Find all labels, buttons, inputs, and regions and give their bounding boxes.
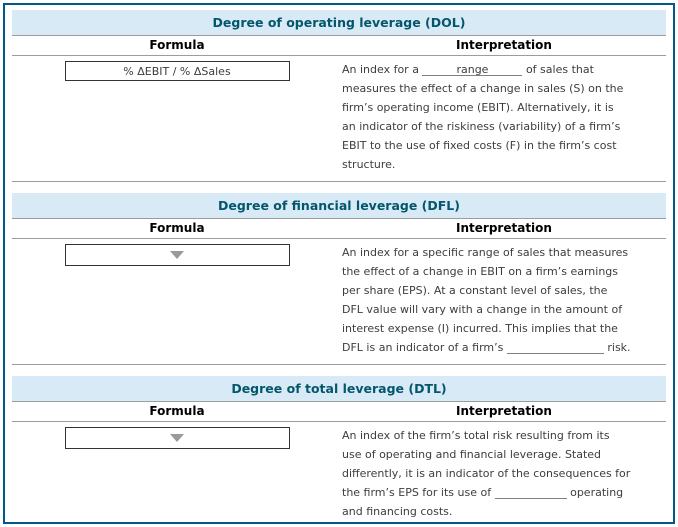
interpretation-column-header: Interpretation bbox=[456, 38, 552, 52]
dropdown-arrow-icon bbox=[170, 251, 184, 259]
panel-dol-column-headers: Formula Interpretation bbox=[12, 36, 666, 56]
panel-dfl: Degree of financial leverage (DFL) Formu… bbox=[12, 193, 666, 365]
panel-dtl-body: An index of the firm’s total risk result… bbox=[12, 422, 666, 522]
panel-dfl-interpretation-text: An index for a specific range of sales t… bbox=[342, 246, 631, 354]
panel-dfl-column-headers: Formula Interpretation bbox=[12, 219, 666, 239]
formula-dropdown[interactable] bbox=[64, 244, 290, 266]
blank-empty[interactable] bbox=[494, 483, 567, 499]
panel-dtl-interpretation-text: An index of the firm’s total risk result… bbox=[342, 429, 631, 518]
panel-dol-interpretation-text: An index for a range of sales that measur… bbox=[342, 60, 666, 174]
formula-dropdown[interactable] bbox=[64, 427, 290, 449]
formula-column-header: Formula bbox=[149, 221, 205, 235]
panel-dol-body: % ΔEBIT / % ΔSales An index for a range … bbox=[12, 56, 666, 182]
formula-column-header: Formula bbox=[149, 38, 205, 52]
panel-dol-formula-cell: % ΔEBIT / % ΔSales bbox=[12, 60, 342, 174]
panel-dtl-title: Degree of total leverage (DTL) bbox=[12, 376, 666, 402]
panel-dfl-formula-cell bbox=[12, 243, 342, 357]
blank-empty[interactable] bbox=[506, 338, 604, 354]
formula-answer-box[interactable]: % ΔEBIT / % ΔSales bbox=[64, 61, 290, 81]
panel-dol-title: Degree of operating leverage (DOL) bbox=[12, 10, 666, 36]
dropdown-arrow-icon bbox=[170, 434, 184, 442]
panel-dtl: Degree of total leverage (DTL) Formula I… bbox=[12, 376, 666, 522]
panel-dtl-column-headers: Formula Interpretation bbox=[12, 402, 666, 422]
blank-filled-answer[interactable]: range bbox=[422, 60, 523, 76]
panel-dfl-title: Degree of financial leverage (DFL) bbox=[12, 193, 666, 219]
interpretation-column-header: Interpretation bbox=[456, 221, 552, 235]
panel-dtl-formula-cell bbox=[12, 426, 342, 521]
interpretation-column-header: Interpretation bbox=[456, 404, 552, 418]
panel-dol: Degree of operating leverage (DOL) Formu… bbox=[12, 10, 666, 182]
formula-column-header: Formula bbox=[149, 404, 205, 418]
panel-dfl-body: An index for a specific range of sales t… bbox=[12, 239, 666, 365]
worksheet-frame: Degree of operating leverage (DOL) Formu… bbox=[3, 3, 675, 524]
